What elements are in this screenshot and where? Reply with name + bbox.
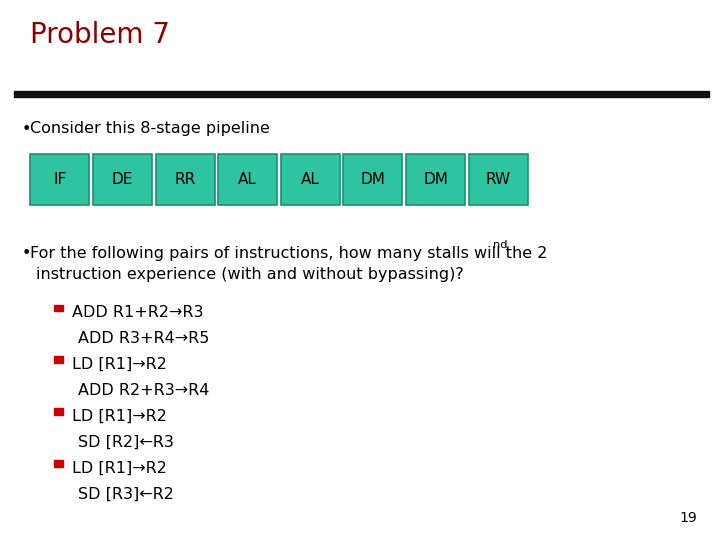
- FancyBboxPatch shape: [406, 154, 465, 205]
- FancyBboxPatch shape: [218, 154, 277, 205]
- Text: AL: AL: [238, 172, 257, 187]
- Text: For the following pairs of instructions, how many stalls will the 2: For the following pairs of instructions,…: [30, 246, 548, 261]
- Text: LD [R1]→R2: LD [R1]→R2: [72, 409, 167, 424]
- Text: Consider this 8-stage pipeline: Consider this 8-stage pipeline: [30, 122, 270, 137]
- Bar: [14, 91, 709, 97]
- Text: LD [R1]→R2: LD [R1]→R2: [72, 461, 167, 476]
- Text: Problem 7: Problem 7: [30, 21, 170, 49]
- FancyBboxPatch shape: [281, 154, 340, 205]
- FancyBboxPatch shape: [156, 154, 215, 205]
- Text: instruction experience (with and without bypassing)?: instruction experience (with and without…: [36, 267, 464, 282]
- FancyBboxPatch shape: [343, 154, 402, 205]
- Text: ADD R3+R4→R5: ADD R3+R4→R5: [78, 331, 209, 346]
- Text: •: •: [22, 246, 31, 261]
- Text: LD [R1]→R2: LD [R1]→R2: [72, 357, 167, 372]
- Text: DM: DM: [361, 172, 385, 187]
- Text: DE: DE: [112, 172, 133, 187]
- Text: nd: nd: [492, 240, 507, 251]
- Text: ADD R2+R3→R4: ADD R2+R3→R4: [78, 383, 209, 398]
- FancyBboxPatch shape: [30, 154, 89, 205]
- Text: ADD R1+R2→R3: ADD R1+R2→R3: [72, 305, 204, 320]
- Text: DM: DM: [423, 172, 448, 187]
- Text: AL: AL: [301, 172, 320, 187]
- Text: SD [R2]←R3: SD [R2]←R3: [78, 435, 174, 450]
- Text: SD [R3]←R2: SD [R3]←R2: [78, 487, 174, 502]
- FancyBboxPatch shape: [93, 154, 152, 205]
- Text: RW: RW: [486, 172, 510, 187]
- FancyBboxPatch shape: [469, 154, 528, 205]
- Text: RR: RR: [174, 172, 196, 187]
- Text: 19: 19: [679, 511, 697, 525]
- Text: IF: IF: [53, 172, 66, 187]
- Text: •: •: [22, 122, 31, 137]
